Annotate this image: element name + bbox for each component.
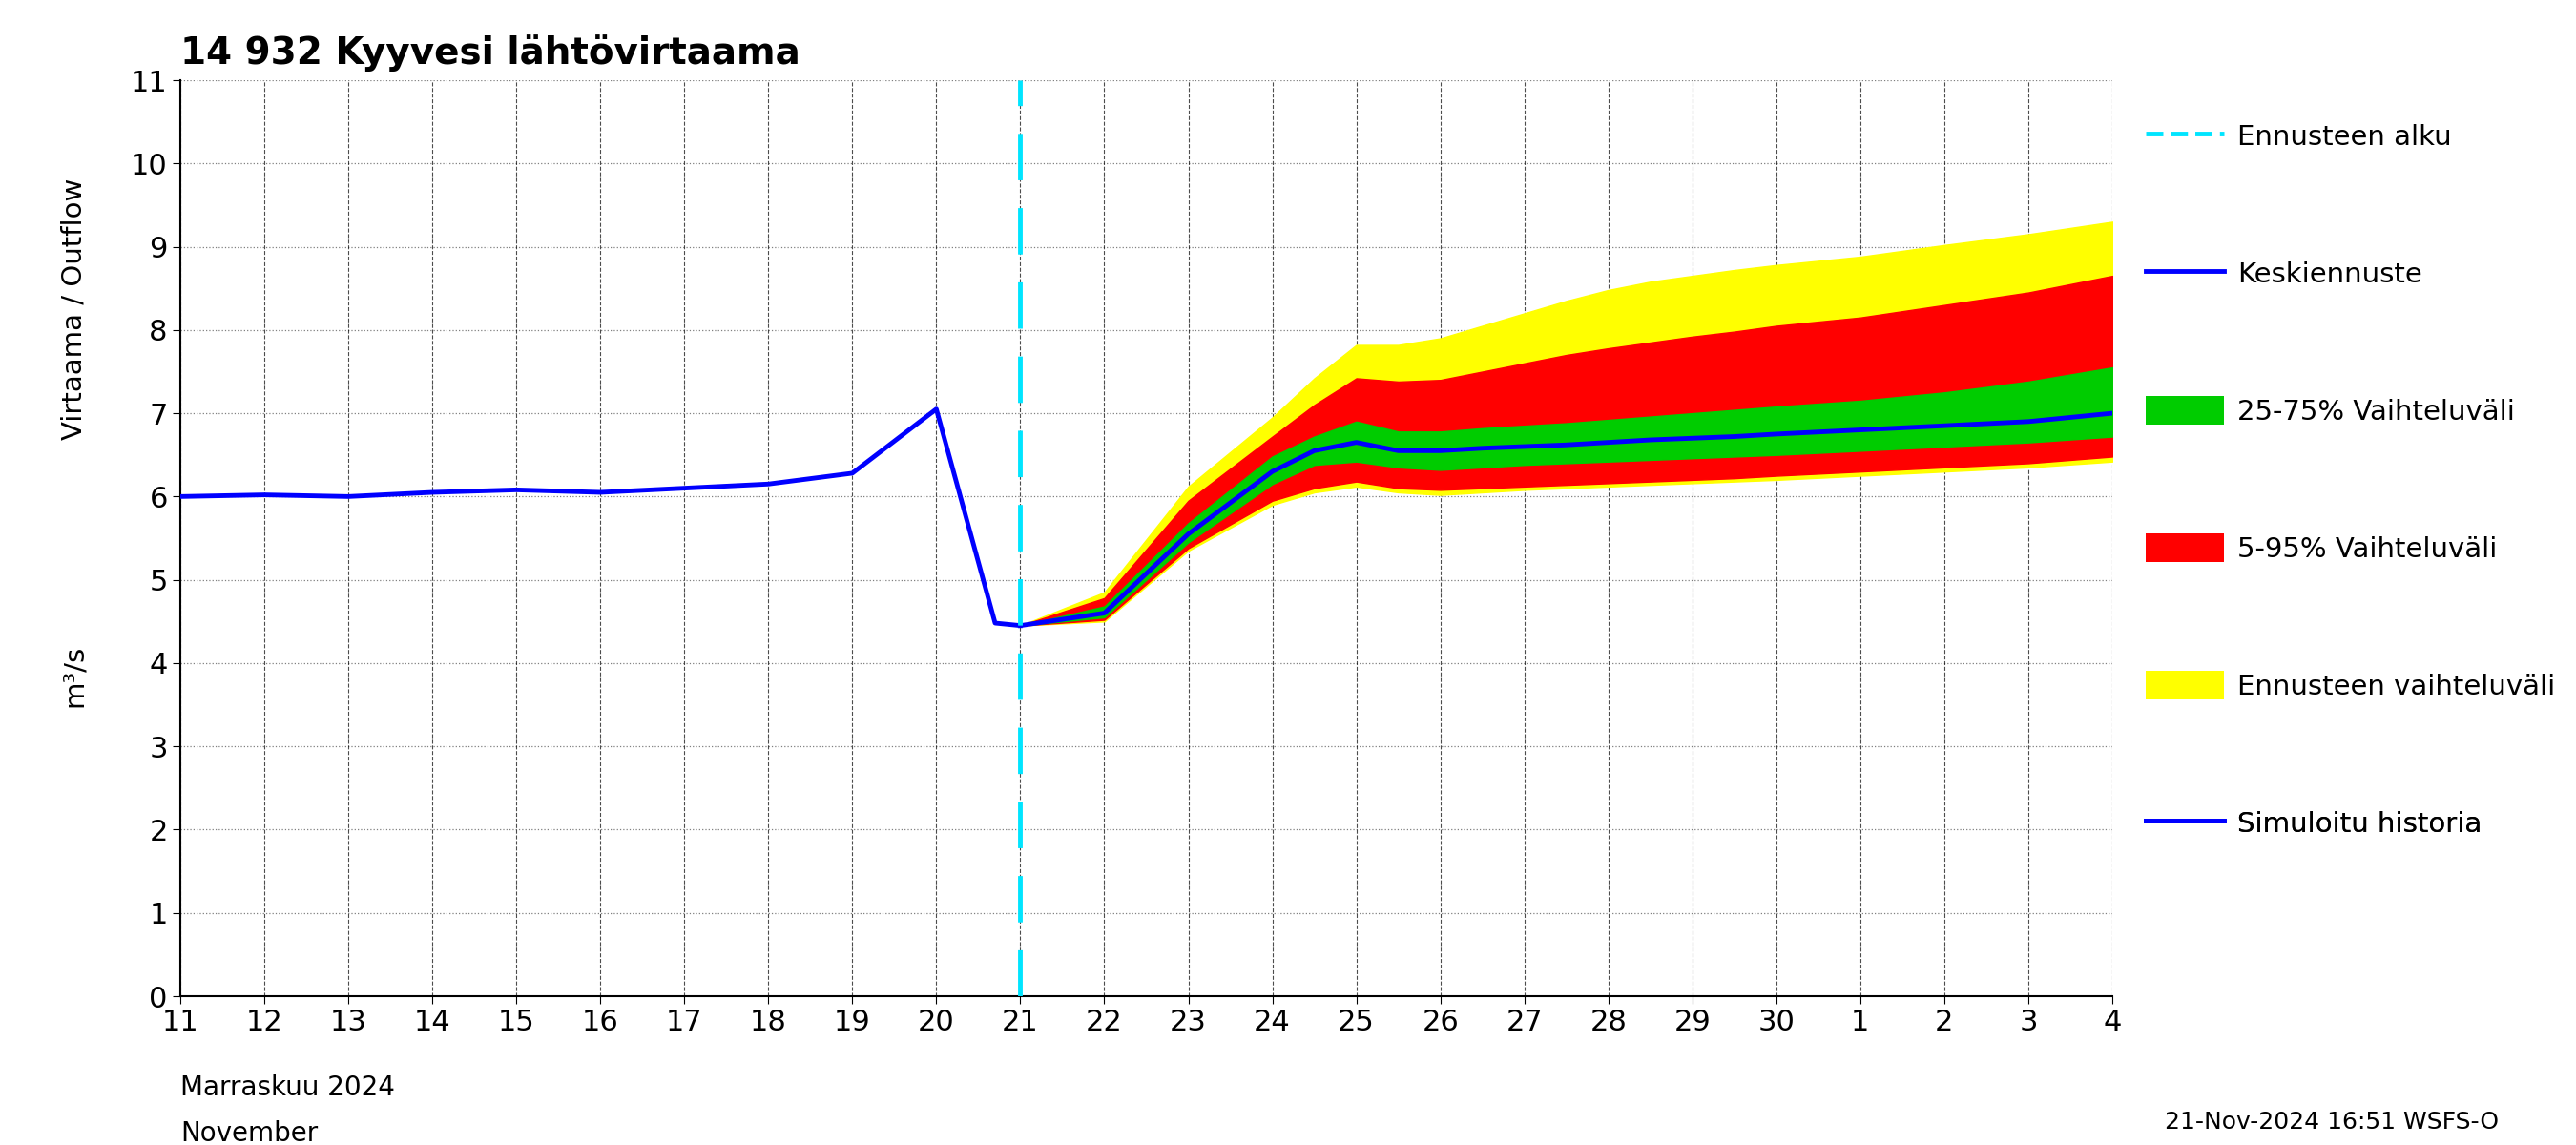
Text: Marraskuu 2024: Marraskuu 2024 — [180, 1074, 394, 1100]
Text: 21-Nov-2024 16:51 WSFS-O: 21-Nov-2024 16:51 WSFS-O — [2164, 1111, 2499, 1134]
Text: November: November — [180, 1120, 317, 1145]
Text: m³/s: m³/s — [62, 645, 88, 706]
Text: 14 932 Kyyvesi lähtövirtaama: 14 932 Kyyvesi lähtövirtaama — [180, 34, 801, 72]
Text: Virtaama / Outflow: Virtaama / Outflow — [62, 179, 88, 440]
Legend: Simuloitu historia: Simuloitu historia — [2146, 808, 2481, 838]
